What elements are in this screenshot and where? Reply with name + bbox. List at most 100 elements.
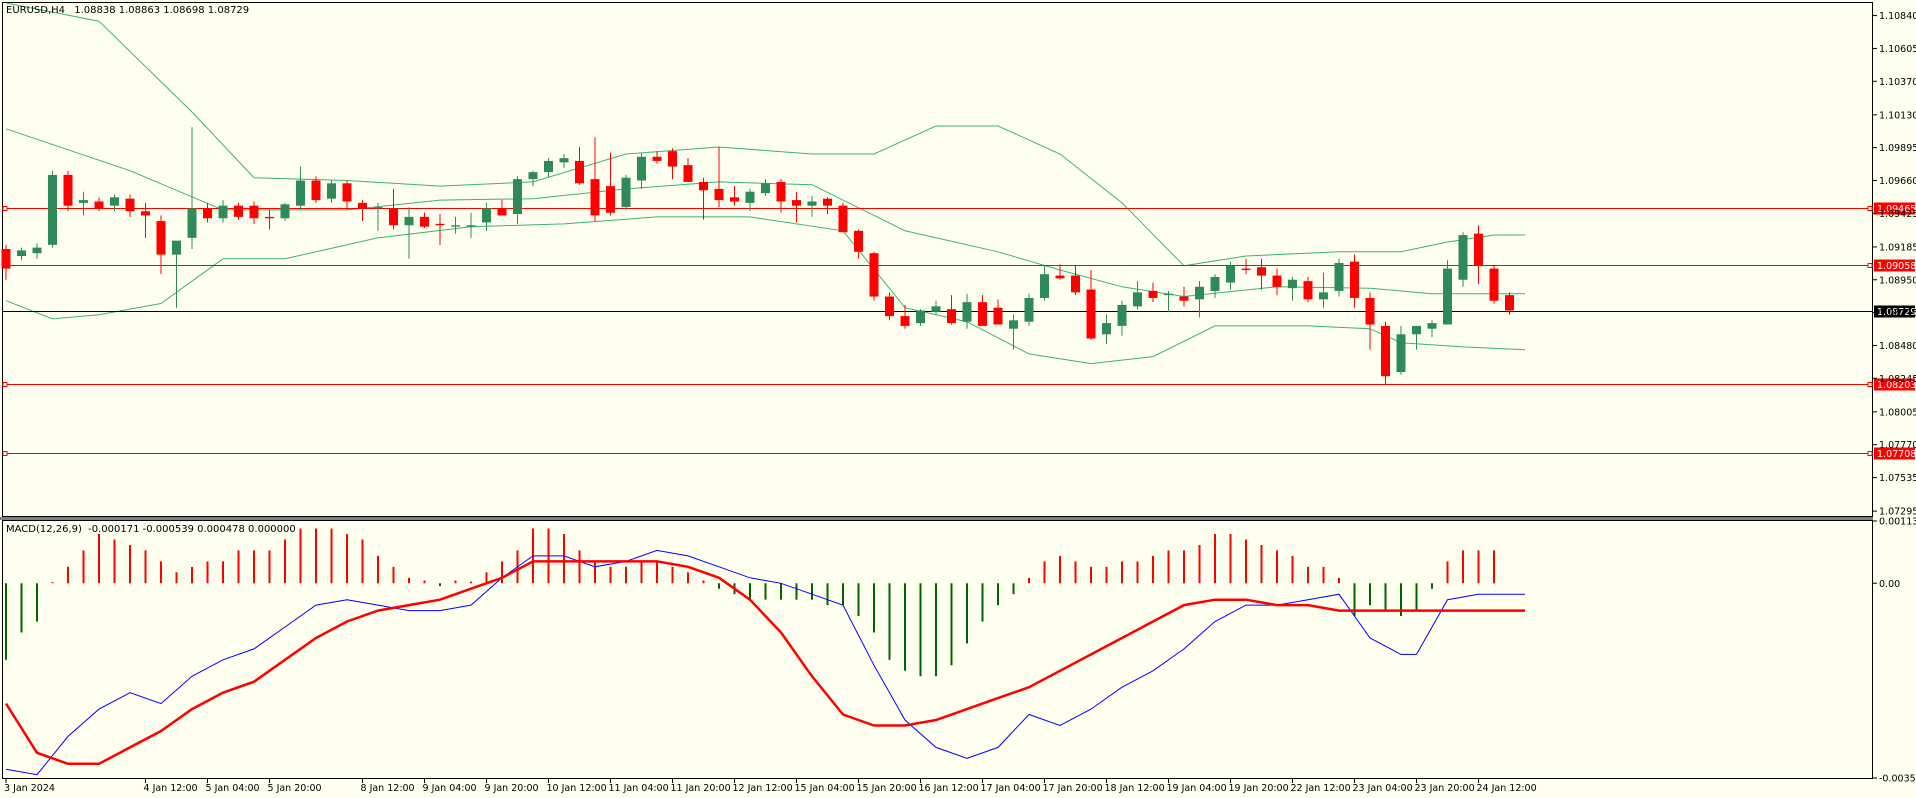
bear-candle	[1257, 267, 1266, 276]
bear-candle	[63, 174, 73, 206]
time-tick-label: 15 Jan 04:00	[795, 783, 855, 794]
symbol-label: EURUSD,H4	[6, 5, 65, 16]
bear-candle	[389, 208, 398, 226]
bear-candle	[94, 201, 104, 209]
time-tick-label: 3 Jan 2024	[4, 783, 55, 794]
price-tick-label: 1.10130	[1879, 110, 1916, 121]
bear-candle	[358, 202, 367, 209]
bull-candle	[110, 197, 119, 206]
price-tick-label: 1.08950	[1879, 275, 1916, 286]
bear-candle	[900, 316, 910, 326]
ohlc-values: 1.08838 1.08863 1.08698 1.08729	[74, 5, 249, 16]
bull-candle	[1040, 274, 1049, 298]
bull-candle	[280, 204, 290, 219]
bull-candle	[32, 247, 42, 254]
bull-candle	[621, 177, 631, 208]
bull-candle	[962, 302, 972, 322]
bull-candle	[761, 183, 770, 194]
bear-candle	[1303, 281, 1313, 300]
time-tick-label: 11 Jan 04:00	[609, 783, 669, 794]
price-tick-label: 1.07770	[1879, 440, 1916, 451]
resistance-1-price-label: 1.09465	[1877, 204, 1916, 215]
bull-candle	[1133, 292, 1142, 307]
support-1-price-tag	[1874, 378, 1915, 391]
bull-candle	[1226, 265, 1235, 283]
current-price-label: 1.08729	[1877, 307, 1916, 318]
bear-candle	[823, 198, 832, 206]
bear-candle	[234, 205, 243, 217]
bear-candle	[606, 186, 615, 213]
price-tick-label: 1.10370	[1879, 77, 1916, 88]
support-2-price-label: 1.07708	[1877, 449, 1916, 460]
bear-candle	[342, 183, 352, 202]
bull-candle	[637, 156, 646, 181]
time-tick-label: 22 Jan 12:00	[1291, 783, 1351, 794]
bull-candle	[1412, 325, 1421, 335]
time-tick-label: 23 Jan 20:00	[1415, 783, 1475, 794]
bull-candle	[1427, 323, 1437, 329]
time-tick-label: 10 Jan 12:00	[547, 783, 607, 794]
bear-candle	[993, 307, 1003, 325]
bull-candle	[1396, 334, 1406, 373]
time-tick-label: 9 Jan 20:00	[485, 783, 539, 794]
bull-candle	[1102, 323, 1111, 335]
resistance-1-handle-right	[1867, 206, 1873, 211]
bear-candle	[1179, 296, 1189, 301]
bull-candle	[466, 225, 476, 227]
macd-lines	[4, 549, 1525, 776]
bull-candle	[1164, 293, 1173, 296]
bull-candle	[916, 310, 925, 324]
bull-candle	[1458, 235, 1468, 280]
bear-candle	[1365, 297, 1375, 325]
bear-candle	[1071, 275, 1080, 293]
time-tick-label: 12 Jan 12:00	[733, 783, 793, 794]
bear-candle	[311, 180, 321, 201]
bull-candle	[48, 174, 57, 245]
time-tick-label: 19 Jan 20:00	[1229, 783, 1289, 794]
bull-candle	[1334, 262, 1344, 291]
price-tick-label: 1.08245	[1879, 374, 1916, 385]
bear-candle	[590, 179, 600, 216]
bull-candle	[17, 250, 26, 257]
bear-candle	[869, 253, 879, 297]
price-tick-label: 1.09185	[1879, 242, 1916, 253]
bear-candle	[249, 205, 259, 219]
bull-candle	[172, 240, 181, 255]
time-tick-label: 19 Jan 04:00	[1167, 783, 1227, 794]
bull-candle	[1195, 286, 1204, 300]
time-axis: 3 Jan 2024 4 Jan 12:00 5 Jan 04:00 5 Jan 20…	[4, 779, 1537, 794]
time-tick-label: 8 Jan 12:00	[361, 783, 415, 794]
time-tick-label: 16 Jan 12:00	[919, 783, 979, 794]
support-1-price-label: 1.08203	[1877, 380, 1916, 391]
bear-candle	[1505, 295, 1514, 311]
macd-values: -0.000171 -0.000539 0.000478 0.000000	[88, 524, 296, 535]
price-axis: 1.10840 1.10605 1.10370 1.10130 1.09895 1.096…	[1873, 11, 1916, 518]
support-2-handle	[2, 451, 8, 456]
bull-candle	[404, 216, 414, 226]
price-tick-label: 1.10840	[1879, 11, 1916, 22]
bull-candle	[544, 160, 553, 173]
bull-candle	[187, 208, 197, 238]
bull-candle	[296, 180, 305, 206]
bear-candle	[730, 197, 739, 202]
bull-candle	[559, 158, 569, 163]
bear-candle	[1474, 233, 1483, 266]
time-tick-label: 5 Jan 04:00	[206, 783, 260, 794]
bull-candle	[1024, 297, 1034, 322]
time-tick-label: 11 Jan 20:00	[671, 783, 731, 794]
svg-text:EURUSD,H4 1.08838 1.08863: EURUSD,H4 1.08838 1.08863 1.08698 1.0872…	[6, 5, 249, 16]
bull-candle	[451, 225, 460, 227]
bear-candle	[683, 165, 693, 182]
macd-tick-label: 0.00	[1879, 579, 1900, 590]
candles	[1, 127, 1514, 385]
price-tick-label: 1.07295	[1879, 507, 1916, 518]
support-2-handle-right	[1867, 451, 1873, 456]
current-price-tag	[1874, 305, 1915, 318]
bear-candle	[125, 198, 135, 212]
resistance-2-price-tag	[1874, 259, 1915, 272]
bear-candle	[1241, 268, 1251, 270]
bear-candle	[978, 302, 987, 326]
resistance-1-handle	[2, 206, 8, 211]
bull-candle	[528, 172, 538, 180]
